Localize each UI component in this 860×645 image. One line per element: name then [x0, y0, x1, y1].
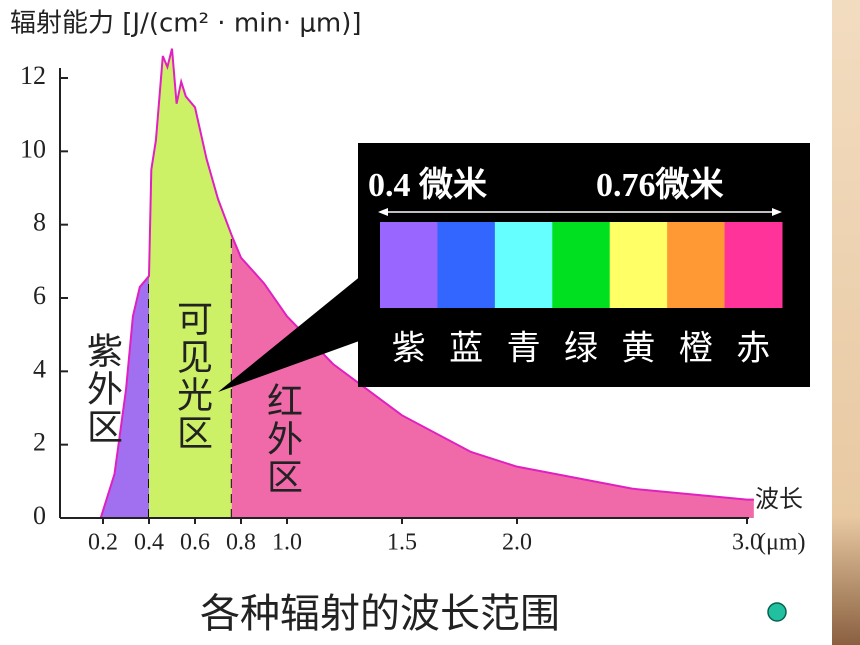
color-band: [667, 222, 726, 308]
band-label: 蓝: [449, 329, 483, 369]
band-label: 青: [507, 329, 541, 369]
color-band: [609, 222, 668, 308]
x-tick-label: 1.5: [387, 530, 417, 556]
region-label: 红外区: [261, 382, 302, 496]
color-band: [380, 222, 438, 308]
x-tick-label: 3.0: [732, 530, 762, 556]
region-label: 可见光区: [171, 300, 212, 452]
color-band: [437, 222, 496, 308]
x-tick-label: 2.0: [502, 530, 532, 556]
x-tick-label: 0.6: [180, 530, 210, 556]
color-band: [724, 222, 783, 308]
band-label: 紫: [392, 329, 426, 369]
y-tick-label: 4: [33, 354, 46, 383]
arrow-head: [772, 208, 782, 216]
arrow-head: [378, 208, 388, 216]
x-tick-label: 1.0: [272, 530, 302, 556]
inset-end-label: 0.76微米: [596, 166, 724, 204]
band-label: 黄: [621, 329, 655, 369]
band-label: 橙: [679, 329, 713, 369]
x-tick-label: 0.2: [88, 530, 118, 556]
y-tick-label: 12: [20, 61, 46, 90]
color-band: [494, 222, 553, 308]
y-tick-label: 0: [33, 501, 46, 530]
region-label: 紫外区: [81, 332, 122, 446]
nav-button[interactable]: [767, 602, 787, 622]
y-tick-label: 10: [20, 134, 46, 163]
x-axis-title: 波长: [755, 485, 803, 513]
y-tick-label: 2: [33, 428, 46, 457]
x-axis-unit: (μm): [758, 530, 806, 556]
x-tick-label: 0.4: [134, 530, 164, 556]
band-label: 绿: [564, 329, 598, 369]
x-tick-label: 0.8: [226, 530, 256, 556]
side-decoration: [832, 0, 860, 645]
y-axis-title: 辐射能力 [J/(cm² · min· μm)]: [10, 9, 362, 39]
band-label: 赤: [736, 329, 770, 369]
y-tick-label: 8: [33, 208, 46, 237]
color-band: [552, 222, 611, 308]
callout-pointer: [218, 275, 362, 392]
y-tick-label: 6: [33, 281, 46, 310]
caption: 各种辐射的波长范围: [200, 591, 560, 637]
region-fill: [100, 48, 149, 518]
inset-start-label: 0.4 微米: [368, 166, 487, 204]
spectrum-curve: [99, 48, 754, 519]
